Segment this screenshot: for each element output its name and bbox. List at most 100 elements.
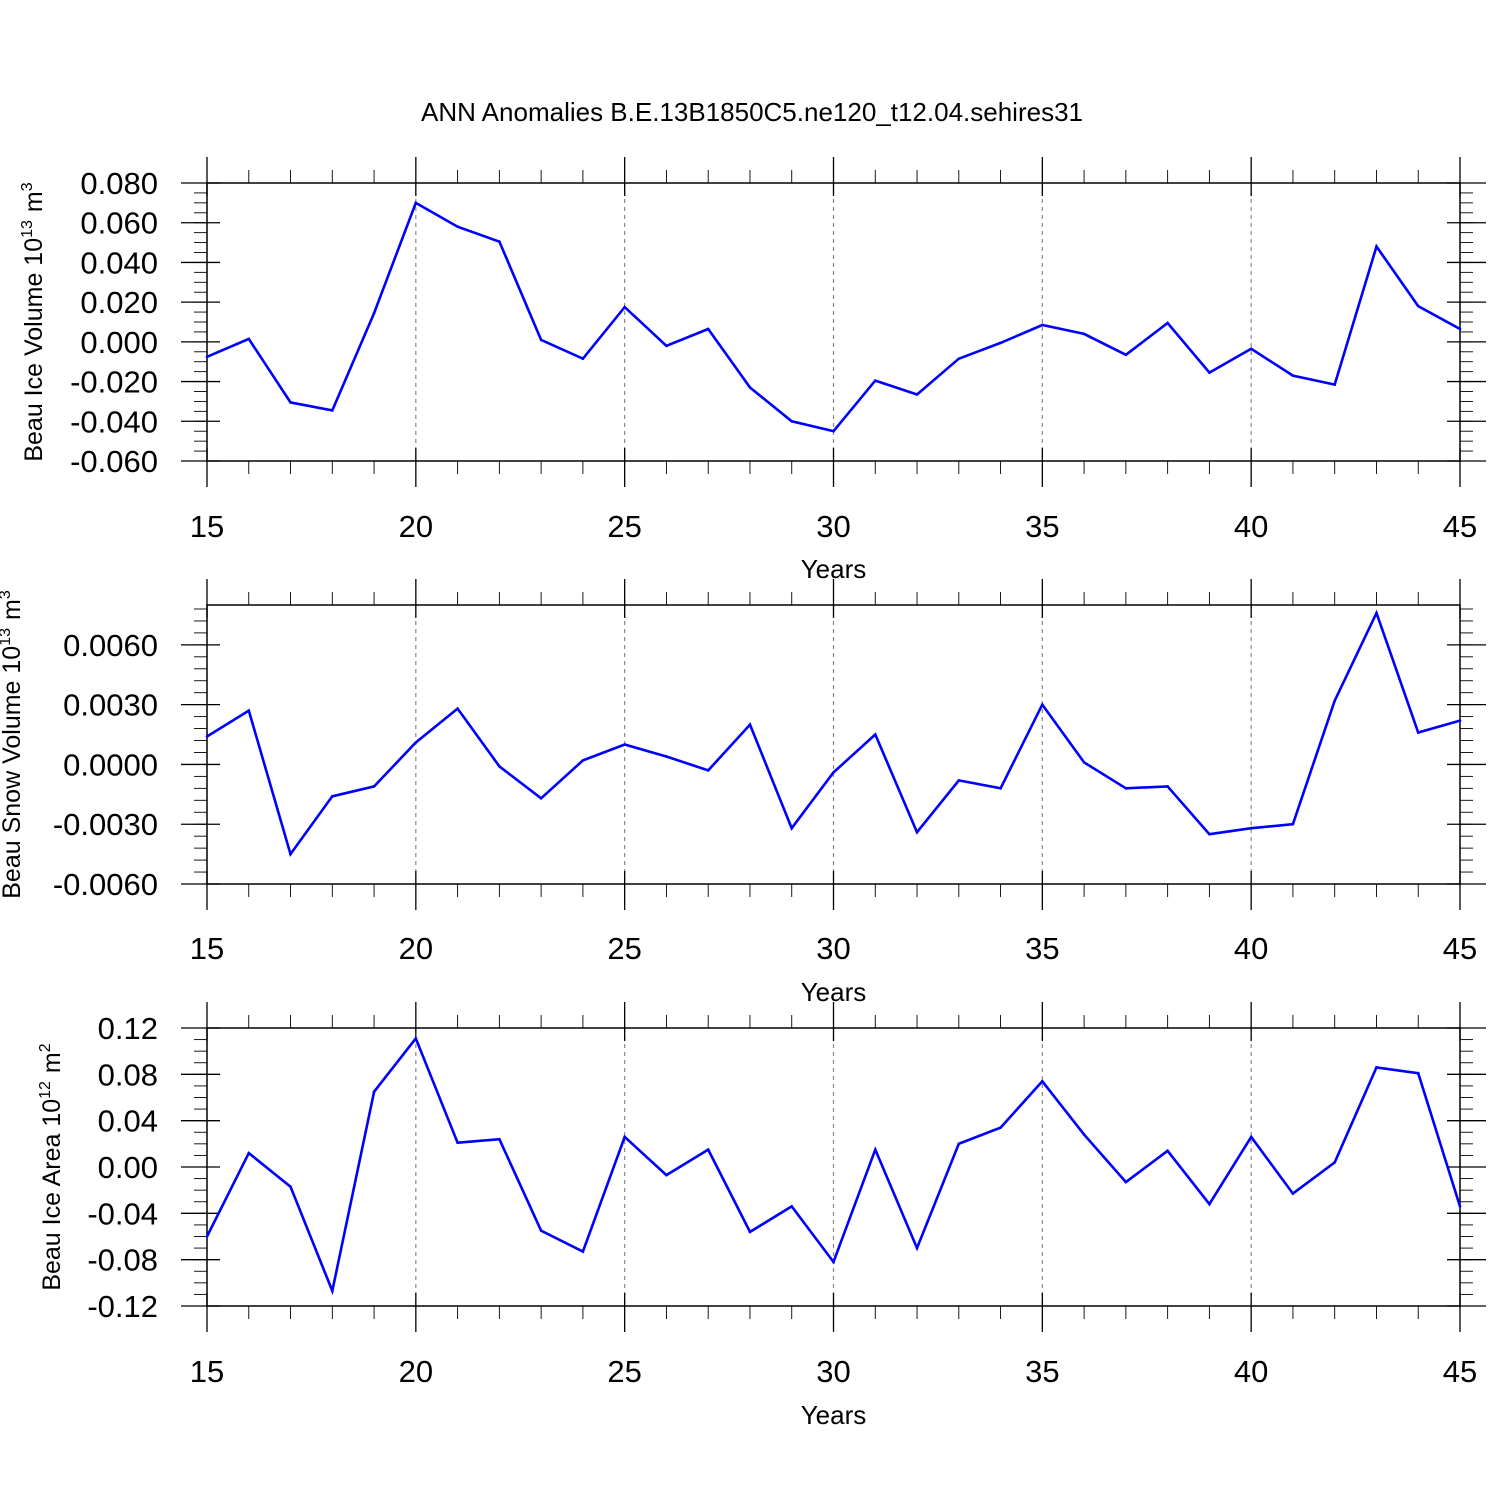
x-tick-label: 25 [607, 509, 641, 544]
series-line-ice-volume [206, 201, 1461, 433]
data-point [581, 357, 585, 361]
y-tick-label: -0.040 [70, 404, 158, 439]
y-axis-label: Beau Ice Area 1012 m2 [37, 1043, 66, 1290]
data-point [1208, 832, 1211, 836]
data-point [665, 344, 668, 348]
data-point [1375, 245, 1378, 248]
x-tick-label: 20 [399, 1354, 433, 1389]
x-tick-label: 40 [1234, 931, 1268, 966]
y-tick-label: 0.0060 [63, 628, 158, 663]
data-point [790, 826, 794, 830]
chart-panel-ice-volume: -0.060 -0.040 -0.020 0.000 0.020 0.040 0.060 0.… [19, 157, 1486, 584]
data-point [1333, 383, 1336, 386]
data-point [873, 1148, 877, 1151]
chart-panel-snow-volume: -0.0060 -0.0030 0.0000 0.0030 0.0060 15 20 25 30… [0, 579, 1486, 1007]
data-point [957, 1142, 961, 1146]
data-point [1249, 347, 1253, 351]
x-tick-label: 30 [816, 509, 850, 544]
data-point [665, 755, 668, 758]
data-point [1291, 822, 1295, 826]
x-tick-label: 30 [816, 931, 850, 966]
y-axis-label-exponent: 13 [19, 220, 36, 238]
data-point [247, 337, 251, 341]
x-tick-label: 35 [1025, 1354, 1059, 1389]
x-tick-label: 20 [399, 509, 433, 544]
y-axis-label-exponent: 12 [37, 1081, 54, 1099]
data-point [1166, 785, 1169, 788]
x-tick-label: 35 [1025, 931, 1059, 966]
data-point [1375, 1066, 1378, 1069]
y-axis-label: Beau Snow Volume 1013 m3 [0, 590, 26, 899]
data-point [832, 429, 835, 433]
figure-title: ANN Anomalies B.E.13B1850C5.ne120_t12.04… [421, 97, 1083, 127]
data-point [706, 327, 710, 331]
y-tick-label: 0.080 [80, 166, 158, 201]
data-point [1124, 353, 1128, 357]
data-point [999, 341, 1002, 345]
data-point [289, 852, 292, 856]
data-point [915, 393, 919, 396]
data-point [1208, 371, 1211, 374]
data-point [1124, 787, 1128, 790]
x-tick-label: 45 [1443, 1354, 1477, 1389]
data-point [1291, 374, 1295, 377]
data-point [748, 1230, 752, 1234]
data-point [1249, 1135, 1253, 1139]
data-point [832, 1260, 835, 1264]
x-tick-label: 40 [1234, 1354, 1268, 1389]
data-point [1208, 1202, 1211, 1206]
data-point [289, 401, 292, 404]
data-point [915, 830, 919, 834]
data-point [539, 338, 543, 342]
data-point [331, 1289, 334, 1293]
data-point [665, 1173, 668, 1177]
y-tick-label: -0.04 [87, 1196, 158, 1231]
y-axis-label-text: Beau Ice Volume 10 [20, 238, 48, 462]
y-axis-label: Beau Ice Volume 1013 m3 [19, 182, 48, 461]
data-point [1041, 323, 1044, 327]
data-point [205, 735, 209, 738]
x-tick-label: 20 [399, 931, 433, 966]
data-point [1291, 1192, 1295, 1195]
y-tick-label: 0.0030 [63, 688, 158, 723]
data-point [623, 1135, 626, 1139]
data-point [414, 1037, 418, 1040]
y-tick-label: -0.12 [87, 1289, 158, 1324]
data-point [1041, 1079, 1044, 1083]
y-axis-label-text: Beau Snow Volume 10 [0, 646, 26, 899]
data-point [1333, 699, 1336, 702]
data-point [539, 797, 543, 800]
data-point [790, 1205, 794, 1208]
data-point [1124, 1180, 1128, 1184]
data-point [706, 769, 710, 772]
data-point [1333, 1161, 1336, 1164]
data-point [1166, 321, 1169, 325]
data-point [915, 1246, 919, 1250]
data-point [623, 743, 626, 746]
x-tick-label: 25 [607, 1354, 641, 1389]
data-point [790, 419, 794, 423]
data-point [748, 723, 752, 726]
data-point [1458, 719, 1462, 722]
data-point [331, 409, 334, 412]
y-tick-label: -0.060 [70, 444, 158, 479]
data-point [289, 1185, 292, 1188]
data-point [832, 771, 835, 774]
data-point [456, 1141, 459, 1144]
y-tick-label: 0.060 [80, 206, 158, 241]
data-point [957, 779, 961, 782]
data-point [1082, 332, 1086, 336]
data-point [498, 240, 501, 243]
data-point [581, 759, 585, 762]
y-axis-label-exponent: 13 [0, 628, 14, 646]
y-axis-label-unit-exponent: 2 [37, 1043, 54, 1052]
data-point [1416, 304, 1420, 308]
data-point [1458, 1205, 1462, 1208]
plot-frame [206, 1027, 1461, 1307]
data-point [1416, 731, 1420, 734]
data-point [748, 386, 752, 389]
x-tick-label: 35 [1025, 509, 1059, 544]
data-point [1458, 327, 1462, 331]
y-axis-label-unit: m [38, 1052, 66, 1073]
data-point [414, 741, 418, 744]
